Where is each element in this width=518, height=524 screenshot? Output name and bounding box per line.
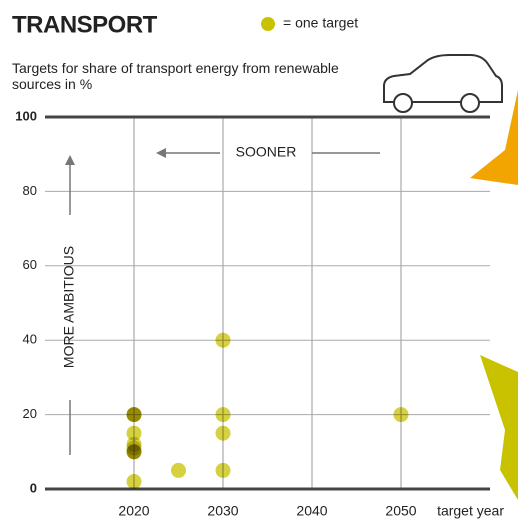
arrow-head [156,148,166,158]
decor-orange [470,90,518,185]
y-tick-label: 0 [30,480,37,495]
subtitle-box: Targets for share of transport energy fr… [12,60,339,92]
decor-yellow [480,355,518,500]
data-point [215,462,231,478]
data-point [126,474,142,490]
data-point [215,407,231,423]
x-tick-label: 2030 [207,503,238,519]
arrow-head [65,155,75,165]
x-tick-label: 2050 [385,503,416,519]
y-tick-label: 40 [23,332,37,347]
x-axis-label: target year [437,503,504,519]
chart-title: TRANSPORT [12,11,158,38]
y-tick-label: 100 [15,108,37,123]
x-tick-label: 2040 [296,503,327,519]
y-tick-label: 20 [23,406,37,421]
annotation: SOONER [236,144,297,160]
y-tick-label: 80 [23,183,37,198]
data-point [126,444,142,460]
car-icon [383,54,503,113]
legend-label: = one target [283,15,358,31]
data-point [126,425,142,441]
chart-subtitle: Targets for share of transport energy fr… [12,60,339,92]
x-tick-label: 2020 [118,503,149,519]
decor-orange-2 [512,128,518,182]
legend-marker [261,17,275,31]
annotation: MORE AMBITIOUS [61,246,77,368]
data-point [126,407,142,423]
y-tick-label: 60 [23,257,37,272]
data-point [393,407,409,423]
data-point [171,462,186,478]
data-point [215,332,231,348]
data-point [215,425,231,441]
